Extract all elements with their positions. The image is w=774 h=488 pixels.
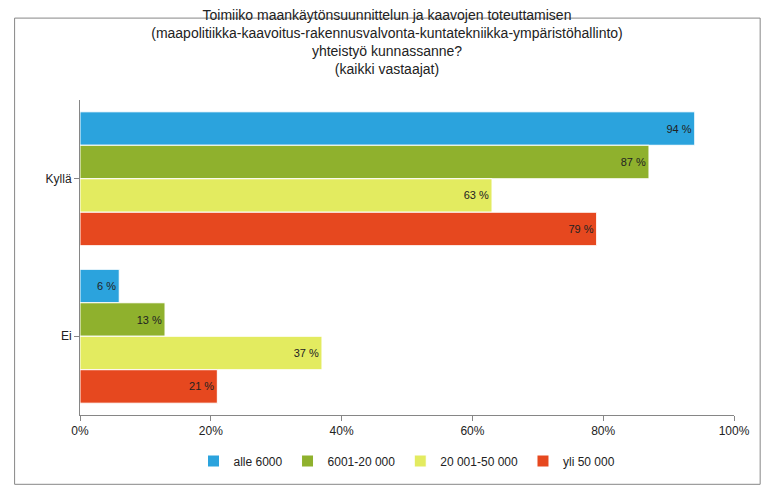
svg-text:100%: 100% bbox=[719, 424, 750, 438]
svg-text:63 %: 63 % bbox=[464, 189, 489, 201]
svg-text:20 001-50 000: 20 001-50 000 bbox=[440, 455, 518, 469]
svg-text:0%: 0% bbox=[71, 424, 89, 438]
svg-text:87 %: 87 % bbox=[621, 156, 646, 168]
svg-text:20%: 20% bbox=[199, 424, 223, 438]
svg-text:21 %: 21 % bbox=[189, 380, 214, 392]
svg-text:6001-20 000: 6001-20 000 bbox=[328, 455, 396, 469]
svg-text:Kyllä: Kyllä bbox=[46, 172, 72, 186]
svg-text:79 %: 79 % bbox=[568, 223, 593, 235]
svg-text:80%: 80% bbox=[591, 424, 615, 438]
svg-text:60%: 60% bbox=[460, 424, 484, 438]
svg-text:yli 50 000: yli 50 000 bbox=[563, 455, 615, 469]
svg-text:94 %: 94 % bbox=[666, 123, 691, 135]
svg-text:Toimiiko maankäytönsuunnittelu: Toimiiko maankäytönsuunnittelun ja kaavo… bbox=[151, 7, 623, 78]
svg-text:alle 6000: alle 6000 bbox=[234, 455, 283, 469]
svg-text:6 %: 6 % bbox=[97, 280, 116, 292]
svg-text:Ei: Ei bbox=[61, 329, 72, 343]
svg-text:37 %: 37 % bbox=[294, 347, 319, 359]
svg-text:13 %: 13 % bbox=[137, 314, 162, 326]
svg-text:40%: 40% bbox=[330, 424, 354, 438]
